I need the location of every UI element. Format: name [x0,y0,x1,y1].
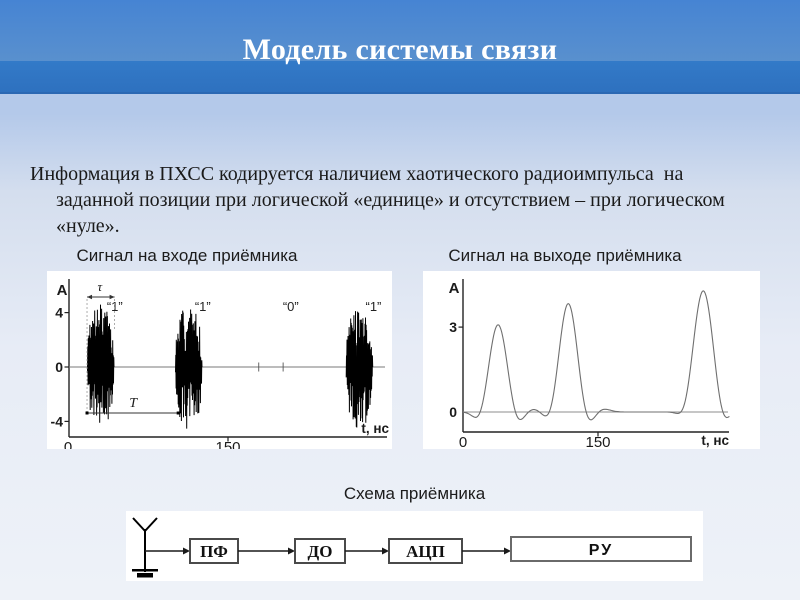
chart-input-panel: 4 0 -4 0 150 t, нс A “1” “1” “0” “1” τ T [47,271,392,449]
flow-arrow [462,547,511,555]
bit-label: “1” [195,299,211,314]
bit-label: “0” [283,299,299,314]
y-axis-label: A [449,280,460,297]
chart-output-panel: 3 0 0 150 t, нс A [423,271,760,449]
ground-icon [132,569,158,572]
diagram-block-ПФ: ПФ [189,538,239,564]
flow-arrow [145,547,190,555]
paragraph-line: Информация в ПХСС кодируется наличием ха… [30,163,684,185]
y-tick-label: 3 [449,319,457,335]
noise-burst [345,311,374,428]
diagram-block-РУ: РУ [510,536,692,562]
ground-icon [137,573,153,578]
x-tick-label: 0 [64,439,72,449]
diagram-block-ДО: ДО [294,538,346,564]
block-label: РУ [589,542,613,559]
paragraph-line: заданной позиции при логической «единице… [56,189,725,211]
tau-label: τ [97,279,103,294]
noise-burst [175,309,203,429]
flow-arrow [238,547,295,555]
x-tick-label: 0 [459,434,467,449]
x-tick-label: 150 [215,439,240,449]
receiver-diagram-figure: ПФ ДО АЦП РУ [132,517,692,578]
diagram-title: Схема приёмника [343,484,486,503]
diagram-panel: ПФ ДО АЦП РУ [126,511,703,581]
diagram-block-АЦП: АЦП [388,538,463,564]
header-band-top [0,0,800,61]
y-axis-label: A [57,282,68,299]
x-axis-label: t, нс [361,421,389,436]
chart-input-title: Сигнал на входе приёмника [76,246,298,265]
y-tick-label: -4 [51,413,64,429]
x-axis-label: t, нс [701,433,729,448]
antenna-icon [132,517,158,578]
output-signal-figure: 3 00 150 t, нс A [449,279,730,449]
body-paragraph: Информация в ПХСС кодируется наличием ха… [30,161,744,239]
flow-arrow [345,547,389,555]
x-tick-label: 150 [585,434,610,449]
output-signal-curve [462,290,730,421]
bit-label: “1” [107,299,123,314]
signal-bursts: “1” “1” “0” “1” [87,299,381,429]
noise-burst [87,304,115,423]
tau-annotation: τ [86,279,115,412]
period-annotation: T [85,396,180,415]
y-tick-label: 0 [55,359,63,375]
block-label: АЦП [406,542,445,561]
block-label: ПФ [200,542,228,561]
y-tick-label: 4 [55,305,63,321]
bit-label: “1” [365,299,381,314]
paragraph-line: «нуле». [56,215,120,237]
header-band-bottom [0,61,800,94]
chart-output-title: Сигнал на выходе приёмника [448,246,682,265]
block-label: ДО [308,542,333,561]
y-tick-label: 0 [449,404,457,420]
output-axes: 3 00 150 t, нс A [449,279,729,449]
period-label: T [129,396,138,411]
slide-title: Модель системы связи [242,33,558,66]
